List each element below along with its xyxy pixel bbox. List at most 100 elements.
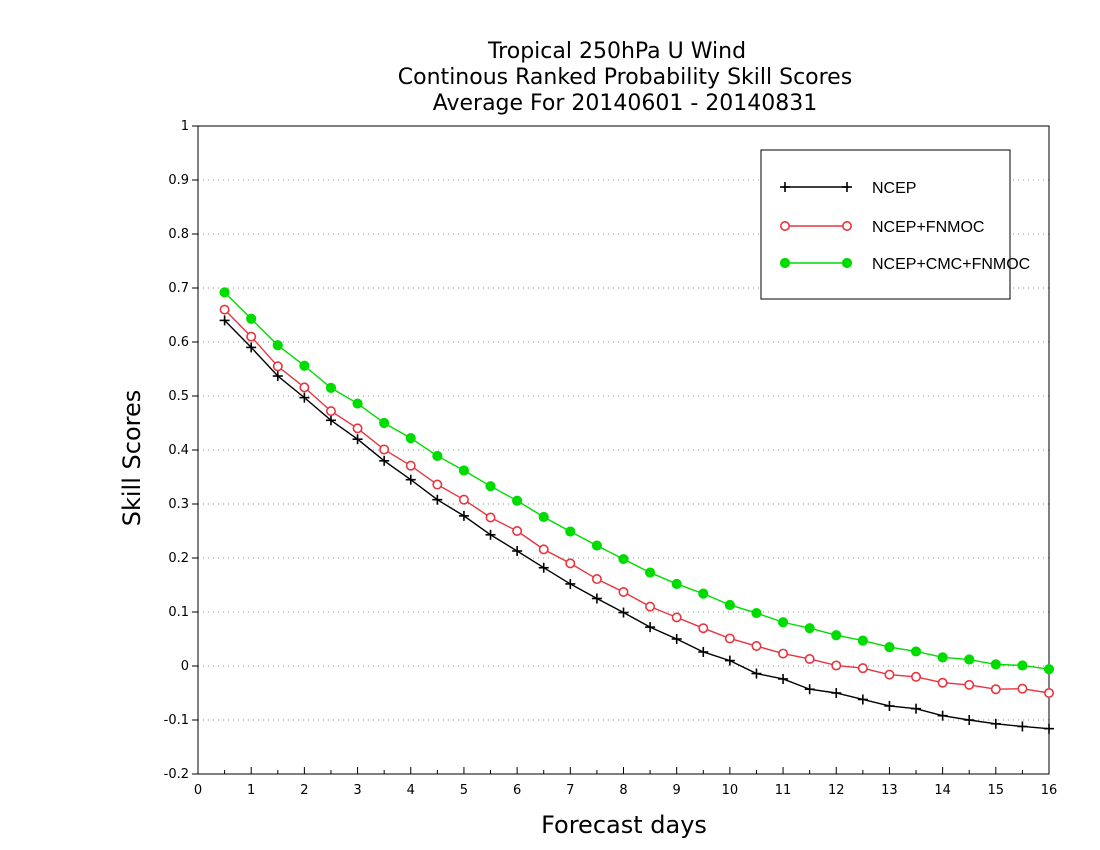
legend-label: NCEP+FNMOC xyxy=(872,219,984,236)
data-point xyxy=(458,465,470,476)
data-point xyxy=(565,558,576,569)
data-point xyxy=(724,655,735,666)
data-point xyxy=(778,648,789,659)
x-tick-label: 7 xyxy=(566,783,574,798)
x-tick-label: 14 xyxy=(934,783,951,798)
x-tick-label: 0 xyxy=(194,783,202,798)
data-point xyxy=(671,612,682,623)
y-tick-label: -0.2 xyxy=(164,767,189,782)
data-point xyxy=(485,529,496,540)
data-point xyxy=(272,340,283,351)
legend: NCEP NCEP+FNMOC NCEP+CMC+FNMOC xyxy=(760,149,1030,300)
data-point xyxy=(1017,683,1028,694)
legend-label: NCEP+CMC+FNMOC xyxy=(872,256,1030,273)
data-point xyxy=(751,641,762,652)
data-point xyxy=(724,633,735,644)
series-line xyxy=(224,309,1050,694)
data-point xyxy=(458,494,469,505)
y-tick-label: -0.1 xyxy=(164,713,189,728)
data-point xyxy=(325,415,336,426)
data-point xyxy=(246,313,257,324)
x-tick-label: 3 xyxy=(353,783,361,798)
data-point xyxy=(937,710,948,721)
data-point xyxy=(272,361,283,372)
x-tick-label: 1 xyxy=(247,783,255,798)
data-point xyxy=(565,578,576,589)
data-point xyxy=(645,601,656,612)
y-tick-label: 0.6 xyxy=(168,335,189,350)
data-point xyxy=(219,287,230,298)
y-tick-label: 0.1 xyxy=(168,605,189,620)
data-point xyxy=(485,481,496,492)
data-point xyxy=(911,671,922,682)
series-line xyxy=(224,291,1050,670)
data-point xyxy=(645,622,656,633)
data-point xyxy=(1044,687,1055,698)
data-point xyxy=(246,342,257,353)
data-point xyxy=(352,434,363,445)
data-point xyxy=(512,495,523,506)
data-point xyxy=(325,406,336,417)
data-point xyxy=(698,588,709,599)
y-tick-label: 0 xyxy=(181,659,189,674)
data-point xyxy=(219,315,230,326)
legend-marker xyxy=(842,182,852,192)
data-point xyxy=(405,474,416,485)
data-point xyxy=(565,526,576,537)
data-point xyxy=(698,623,709,634)
data-point xyxy=(591,574,602,585)
data-point xyxy=(299,360,310,371)
data-point xyxy=(512,525,523,536)
legend-box xyxy=(760,149,1011,300)
data-point xyxy=(831,630,842,641)
x-tick-label: 10 xyxy=(722,783,739,798)
chart-title: Tropical 250hPa U Wind Continous Ranked … xyxy=(398,39,852,116)
data-point xyxy=(299,392,310,403)
data-point xyxy=(405,433,416,444)
legend-item: NCEP+FNMOC xyxy=(779,219,984,236)
x-tick-label: 2 xyxy=(300,783,308,798)
data-point xyxy=(432,450,443,462)
x-tick-label: 4 xyxy=(407,783,415,798)
data-point xyxy=(219,304,230,315)
data-point xyxy=(698,646,709,657)
series-3 xyxy=(219,287,1055,675)
data-point xyxy=(990,718,1001,729)
x-tick-label: 6 xyxy=(513,783,521,798)
x-tick-label: 13 xyxy=(881,783,898,798)
data-point xyxy=(538,511,549,523)
data-point xyxy=(778,673,789,684)
data-point xyxy=(618,587,629,598)
data-point xyxy=(432,494,443,505)
data-point xyxy=(1043,664,1055,675)
data-point xyxy=(1044,723,1054,734)
x-tick-label: 5 xyxy=(460,783,468,798)
data-point xyxy=(831,660,842,671)
legend-item: NCEP xyxy=(780,180,916,197)
data-point xyxy=(831,688,842,698)
data-point xyxy=(777,617,789,628)
data-point xyxy=(964,715,975,725)
chart-title-line-3: Average For 20140601 - 20140831 xyxy=(433,91,818,116)
data-point xyxy=(911,703,922,714)
x-tick-label: 12 xyxy=(828,783,845,798)
data-point xyxy=(272,371,283,382)
data-point xyxy=(379,455,390,466)
data-point xyxy=(325,382,337,393)
data-point xyxy=(405,460,416,471)
data-point xyxy=(884,669,895,680)
data-point xyxy=(857,694,868,705)
axes: -0.2-0.100.10.20.30.40.50.60.70.80.910 1 2… xyxy=(164,119,1058,798)
data-point xyxy=(352,398,363,409)
y-tick-label: 0.4 xyxy=(168,443,189,458)
data-point xyxy=(884,642,895,653)
data-point xyxy=(804,623,815,634)
data-point xyxy=(937,677,948,688)
data-point xyxy=(352,423,363,434)
data-point xyxy=(485,512,496,523)
data-point xyxy=(432,479,443,490)
data-point xyxy=(857,663,868,674)
data-point xyxy=(299,382,310,393)
data-point xyxy=(591,593,602,604)
data-point xyxy=(379,444,390,455)
